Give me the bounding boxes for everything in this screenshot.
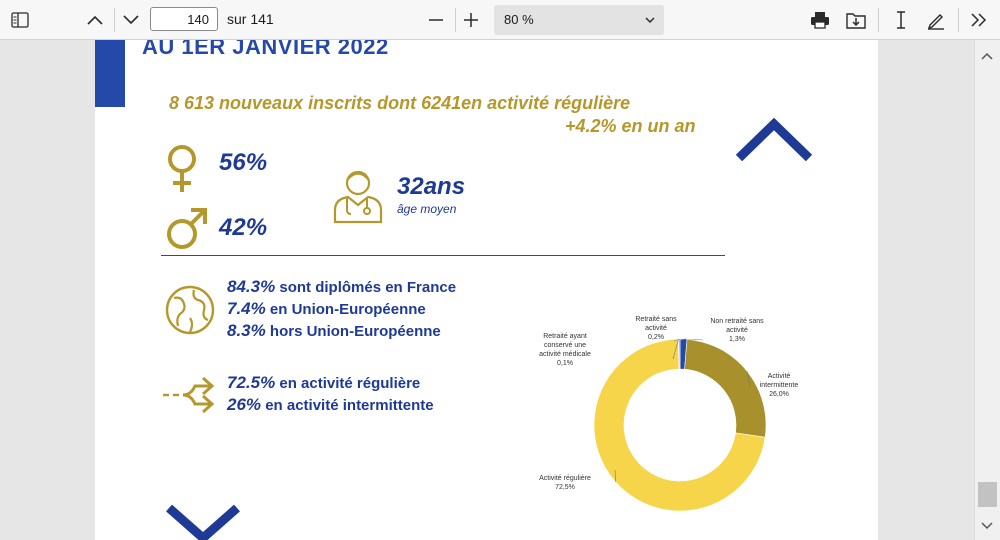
scroll-up-chevron-icon[interactable] [735,116,813,167]
donut-slice-label: Non retraité sans activité 1,3% [710,318,764,343]
donut-slice-label: Activité intermittente 26,0% [760,373,799,398]
section-divider [161,255,725,256]
donut-slice [678,338,681,370]
page-title: AU 1ER JANVIER 2022 [142,40,389,59]
zoom-level-select[interactable]: 80 % [494,5,664,35]
donut-slice-label: Retraité ayant conservé une activité médic… [539,333,591,367]
donut-slice-label: Retraité sans activité 0,2% [635,316,677,341]
toolbar-divider [878,8,879,32]
page-number-input[interactable] [150,7,218,31]
page-total-label: sur 141 [227,11,274,27]
document-viewer[interactable]: AU 1ER JANVIER 2022 8 613 nouveaux inscr… [0,40,974,540]
zoom-out-button[interactable] [426,10,446,30]
donut-leader-line [672,338,679,360]
diploma-france-line: 84.3% sont diplômés en France [227,277,457,296]
pdf-page: AU 1ER JANVIER 2022 8 613 nouveaux inscr… [95,40,878,540]
headline-growth: +4.2% en un an [565,116,696,136]
toolbar-divider [114,8,115,32]
zoom-in-button[interactable] [461,10,481,30]
male-percentage: 42% [219,214,268,241]
title-accent-bar [95,40,125,107]
vertical-scrollbar[interactable] [974,40,1000,540]
text-select-tool-button[interactable] [890,9,912,31]
donut-slice [684,338,767,438]
donut-leader-line [673,338,680,342]
scrollbar-thumb[interactable] [978,482,997,507]
pdf-toolbar: sur 141 80 % [0,0,1000,40]
diploma-non-eu-line: 8.3% hors Union-Européenne [227,321,441,340]
globe-icon [164,284,216,341]
toolbar-divider [455,8,456,32]
sidebar-toggle-icon[interactable] [10,10,30,30]
donut-slice-label: Activité régulière 72,5% [539,475,591,491]
doctor-icon [331,166,385,229]
scroll-up-arrow-icon[interactable] [980,48,994,66]
male-symbol-icon [165,206,209,255]
diploma-eu-line: 7.4% en Union-Européenne [227,299,426,318]
average-age-value: 32ans [397,173,466,200]
female-percentage: 56% [219,149,268,176]
more-tools-chevron-icon[interactable] [968,9,990,31]
average-age-label: âge moyen [397,202,457,216]
activity-regular-line: 72.5% en activité régulière [227,373,421,392]
activity-donut-chart: Non retraité sans activité 1,3% Activité int… [539,316,799,512]
headline-new-registrants: 8 613 nouveaux inscrits dont 6241en acti… [169,93,631,113]
scroll-down-chevron-icon[interactable] [165,504,241,540]
zoom-level-value: 80 % [504,12,534,27]
print-button[interactable] [809,9,831,31]
draw-pen-button[interactable] [925,9,947,31]
chevron-down-icon [644,13,656,31]
female-symbol-icon [165,144,199,199]
donut-leader-line [746,371,751,388]
donut-leader-line [614,469,616,482]
previous-page-button[interactable] [84,10,106,30]
next-page-button[interactable] [120,10,142,30]
toolbar-divider [958,8,959,32]
split-arrows-icon [161,374,217,421]
scroll-down-arrow-icon[interactable] [980,518,994,536]
donut-slice [593,338,766,512]
save-download-button[interactable] [845,9,867,31]
activity-intermittent-line: 26% en activité intermittente [227,395,434,414]
